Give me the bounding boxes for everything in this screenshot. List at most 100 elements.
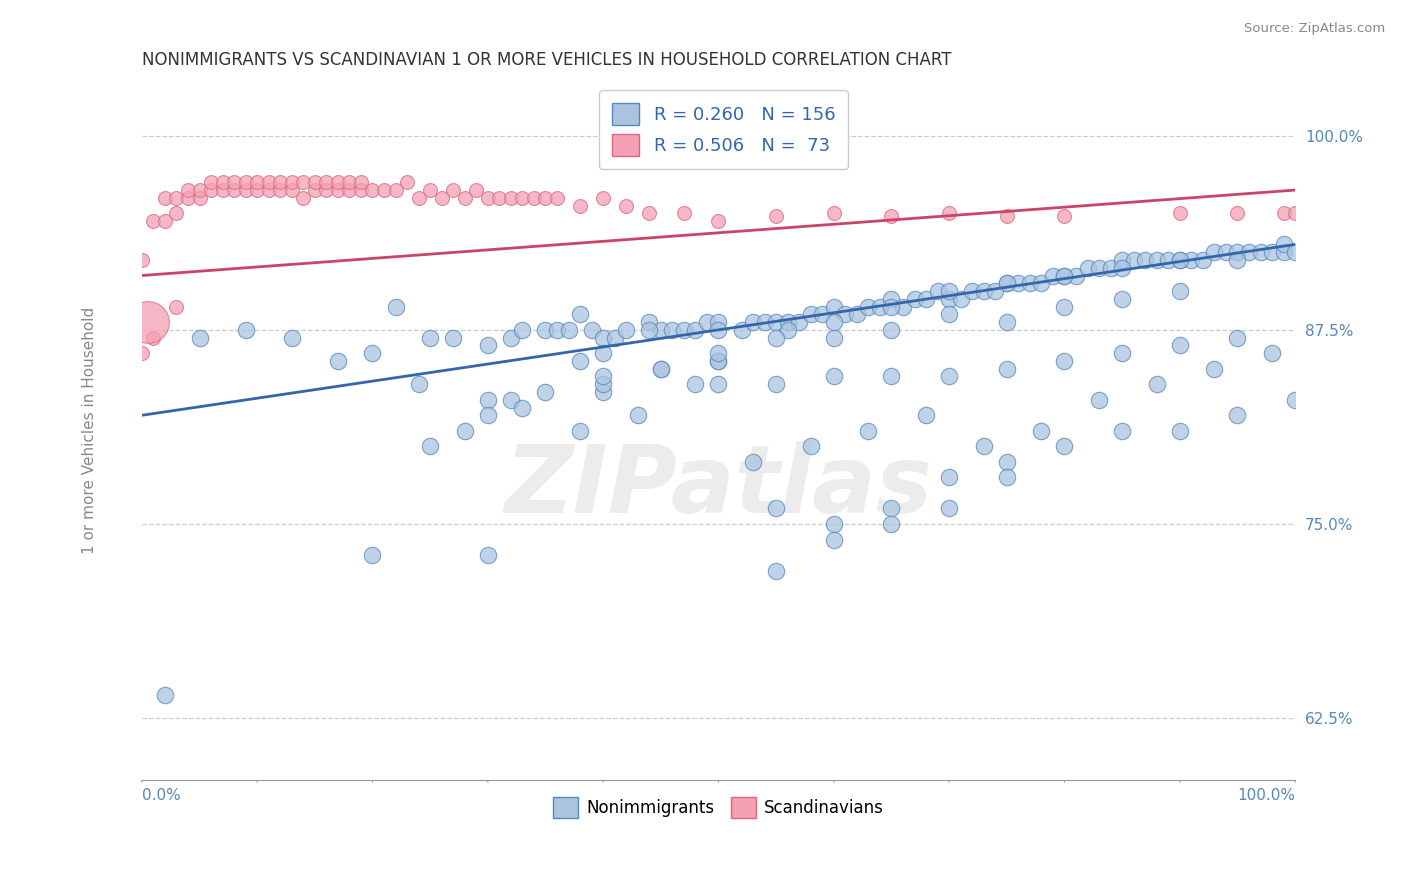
Point xyxy=(224,175,246,189)
Point xyxy=(880,516,903,531)
Point xyxy=(915,292,938,306)
Point xyxy=(685,377,707,392)
Point xyxy=(569,354,592,368)
Point xyxy=(823,315,845,329)
Point xyxy=(1053,354,1076,368)
Point xyxy=(592,377,614,392)
Point xyxy=(1168,252,1191,267)
Point xyxy=(765,315,787,329)
Point xyxy=(823,516,845,531)
Point xyxy=(614,323,637,337)
Point xyxy=(858,424,880,438)
Point xyxy=(742,315,765,329)
Point xyxy=(823,369,845,384)
Point xyxy=(638,206,661,220)
Point xyxy=(765,210,787,224)
Point xyxy=(1215,245,1237,260)
Point xyxy=(742,455,765,469)
Point xyxy=(707,377,730,392)
Point xyxy=(927,284,949,298)
Point xyxy=(1226,245,1249,260)
Point xyxy=(880,300,903,314)
Point xyxy=(257,175,280,189)
Point xyxy=(1168,424,1191,438)
Point xyxy=(292,191,315,205)
Point xyxy=(650,323,672,337)
Point xyxy=(1261,346,1284,360)
Point xyxy=(188,191,211,205)
Point xyxy=(142,331,165,345)
Point xyxy=(1111,252,1133,267)
Point xyxy=(880,369,903,384)
Point xyxy=(384,300,406,314)
Point xyxy=(454,424,477,438)
Point xyxy=(441,183,464,197)
Point xyxy=(1053,268,1076,283)
Point xyxy=(523,191,546,205)
Point xyxy=(419,439,441,453)
Point xyxy=(419,183,441,197)
Point xyxy=(1192,252,1215,267)
Point xyxy=(1053,210,1076,224)
Point xyxy=(995,361,1018,376)
Point xyxy=(1284,245,1306,260)
Point xyxy=(361,183,384,197)
Point xyxy=(1226,331,1249,345)
Point xyxy=(165,191,187,205)
Text: 0.0%: 0.0% xyxy=(142,788,180,803)
Point xyxy=(1250,245,1272,260)
Point xyxy=(754,315,776,329)
Point xyxy=(1042,268,1064,283)
Point xyxy=(592,331,614,345)
Point xyxy=(707,354,730,368)
Point xyxy=(938,470,960,484)
Point xyxy=(569,424,592,438)
Point xyxy=(153,214,176,228)
Point xyxy=(858,300,880,314)
Point xyxy=(304,183,326,197)
Point xyxy=(800,439,823,453)
Point xyxy=(557,323,579,337)
Point xyxy=(1226,252,1249,267)
Point xyxy=(1272,206,1295,220)
Point xyxy=(915,409,938,423)
Point xyxy=(776,323,799,337)
Point xyxy=(1146,252,1168,267)
Point xyxy=(1146,377,1168,392)
Point xyxy=(995,470,1018,484)
Point xyxy=(995,210,1018,224)
Point xyxy=(1284,392,1306,407)
Point xyxy=(949,292,972,306)
Point xyxy=(165,300,187,314)
Point xyxy=(1168,284,1191,298)
Point xyxy=(800,307,823,321)
Point xyxy=(776,315,799,329)
Point xyxy=(177,183,200,197)
Point xyxy=(1180,252,1202,267)
Point xyxy=(153,688,176,702)
Point xyxy=(477,548,499,562)
Point xyxy=(1111,260,1133,275)
Point xyxy=(707,346,730,360)
Point xyxy=(430,191,453,205)
Point xyxy=(707,214,730,228)
Text: 100.0%: 100.0% xyxy=(1237,788,1295,803)
Point xyxy=(1168,206,1191,220)
Point xyxy=(1135,252,1157,267)
Point xyxy=(1237,245,1260,260)
Point xyxy=(1053,439,1076,453)
Point xyxy=(211,175,233,189)
Legend: Nonimmigrants, Scandinavians: Nonimmigrants, Scandinavians xyxy=(546,790,891,824)
Point xyxy=(534,191,557,205)
Point xyxy=(973,284,995,298)
Text: NONIMMIGRANTS VS SCANDINAVIAN 1 OR MORE VEHICLES IN HOUSEHOLD CORRELATION CHART: NONIMMIGRANTS VS SCANDINAVIAN 1 OR MORE … xyxy=(142,51,952,69)
Point xyxy=(787,315,810,329)
Point xyxy=(1204,361,1226,376)
Point xyxy=(419,331,441,345)
Point xyxy=(188,183,211,197)
Point xyxy=(938,501,960,516)
Point xyxy=(326,354,349,368)
Point xyxy=(730,323,752,337)
Point xyxy=(1226,206,1249,220)
Point xyxy=(650,361,672,376)
